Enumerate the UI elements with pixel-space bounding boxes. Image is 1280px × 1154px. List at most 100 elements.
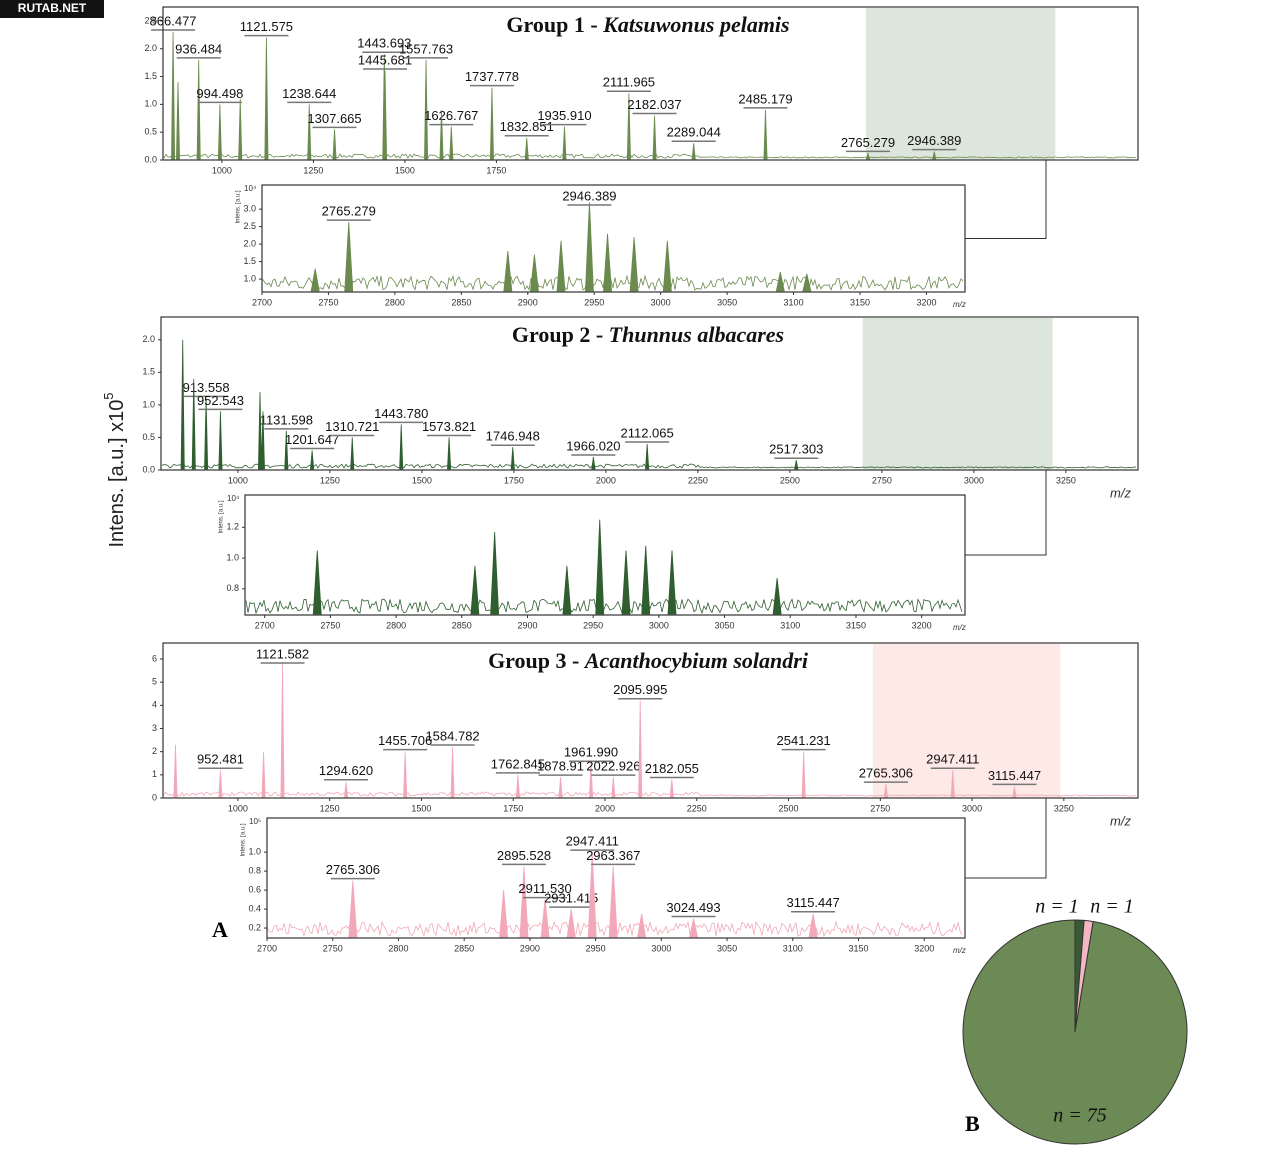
inset-y-label: Intens. [a.u.]: [241, 823, 247, 856]
x-tick-label: 1250: [303, 165, 323, 175]
x-tick-label: 1250: [320, 475, 340, 485]
peak-label: 1443.693: [357, 36, 411, 51]
y-tick-label: 2.5: [243, 221, 256, 231]
plot-area: [245, 495, 965, 615]
peak: [470, 565, 480, 615]
peak: [175, 82, 181, 160]
x-tick-label: 2700: [255, 620, 275, 630]
peak-label: 1832.851: [500, 119, 554, 134]
peak-label: 2911.530: [518, 881, 571, 896]
peak-label: 952.543: [197, 393, 244, 408]
pie-label: n = 75: [1053, 1105, 1107, 1127]
peak: [883, 784, 888, 798]
peak: [566, 909, 576, 938]
peak: [608, 866, 618, 938]
y-tick-label: 1.0: [142, 399, 155, 409]
peak: [310, 268, 320, 292]
peak: [348, 880, 358, 938]
x-tick-label: 2950: [586, 943, 606, 953]
peak: [238, 98, 243, 160]
peak: [399, 424, 404, 470]
y-tick-label: 0.5: [144, 127, 157, 137]
x-unit: m/z: [953, 623, 966, 632]
connector: [965, 160, 1047, 239]
x-tick-label: 3000: [649, 620, 669, 630]
x-tick-label: 2700: [257, 943, 277, 953]
peak: [645, 443, 650, 470]
plot-frame: [162, 6, 1139, 161]
y-axis-label: Intens. [a.u.] x105: [101, 392, 128, 547]
peak: [515, 774, 520, 798]
peak: [652, 115, 657, 160]
peak: [638, 700, 643, 798]
x-tick-label: 2750: [318, 297, 338, 307]
peak-label: 1626.767: [424, 108, 478, 123]
x-tick-label: 2750: [870, 803, 890, 813]
noise: [163, 791, 1137, 797]
x-tick-label: 1250: [320, 803, 340, 813]
x-tick-label: 2750: [872, 475, 892, 485]
peak-label: 2022.926: [586, 759, 640, 774]
peak-label: 936.484: [175, 41, 222, 56]
x-tick-label: 3000: [964, 475, 984, 485]
noise: [163, 153, 1137, 159]
x-tick-label: 3250: [1054, 803, 1074, 813]
peak-label: 1584.782: [425, 728, 479, 743]
x-tick-label: 3200: [916, 297, 936, 307]
x-tick-label: 3150: [850, 297, 870, 307]
y-tick-label: 0.8: [226, 583, 239, 593]
x-tick-label: 2500: [779, 803, 799, 813]
y-tick-label: 0: [152, 792, 157, 802]
peak-label: 1762.845: [491, 756, 545, 771]
x-tick-label: 3050: [715, 620, 735, 630]
peak: [865, 151, 871, 160]
pie-label: n = 1: [1035, 896, 1079, 918]
species-name: Acanthocybium solandri: [583, 648, 809, 673]
peak: [529, 254, 539, 292]
peak: [439, 109, 444, 160]
panel-title: Group 1 - Katsuwonus pelamis: [506, 12, 789, 37]
x-unit: m/z: [953, 300, 966, 309]
x-tick-label: 1500: [411, 803, 431, 813]
peak: [204, 398, 209, 470]
peak: [499, 890, 509, 938]
pie-slice: [962, 919, 1188, 1145]
peak: [763, 109, 768, 160]
y-tick-label: 4: [152, 700, 157, 710]
peak-label: 2095.995: [613, 682, 667, 697]
peak: [950, 770, 955, 798]
peak: [558, 777, 563, 798]
peak: [689, 918, 699, 938]
peak: [503, 251, 513, 292]
peak-label: 1445.681: [358, 52, 412, 67]
y-scale-label: 10⁴: [227, 494, 240, 503]
peak: [519, 866, 529, 938]
peak: [591, 456, 596, 470]
connector: [965, 470, 1047, 556]
plot-frame: [160, 316, 1139, 471]
x-tick-label: 2750: [320, 620, 340, 630]
peak-label: 2765.306: [326, 862, 380, 877]
species-name: Thunnus albacares: [609, 322, 784, 347]
peak-label: 1573.821: [422, 419, 476, 434]
peak-label: 2289.044: [667, 125, 721, 140]
noise: [245, 598, 963, 615]
x-tick-label: 1750: [503, 803, 523, 813]
x-tick-label: 3150: [846, 620, 866, 630]
peak-label: 2947.411: [926, 752, 979, 767]
x-unit: m/z: [1110, 813, 1131, 828]
x-tick-label: 3100: [780, 620, 800, 630]
peak: [667, 550, 677, 615]
peak-label: 2182.055: [645, 761, 699, 776]
y-tick-label: 1.5: [142, 367, 155, 377]
peak-label: 1557.763: [399, 41, 453, 56]
x-tick-label: 2800: [388, 943, 408, 953]
x-tick-label: 2950: [584, 297, 604, 307]
x-tick-label: 3000: [651, 943, 671, 953]
peak: [540, 899, 550, 938]
peak-label: 1961.990: [564, 745, 618, 760]
peak: [585, 202, 594, 292]
inset-y-label: Intens. [a.u.]: [219, 500, 225, 533]
